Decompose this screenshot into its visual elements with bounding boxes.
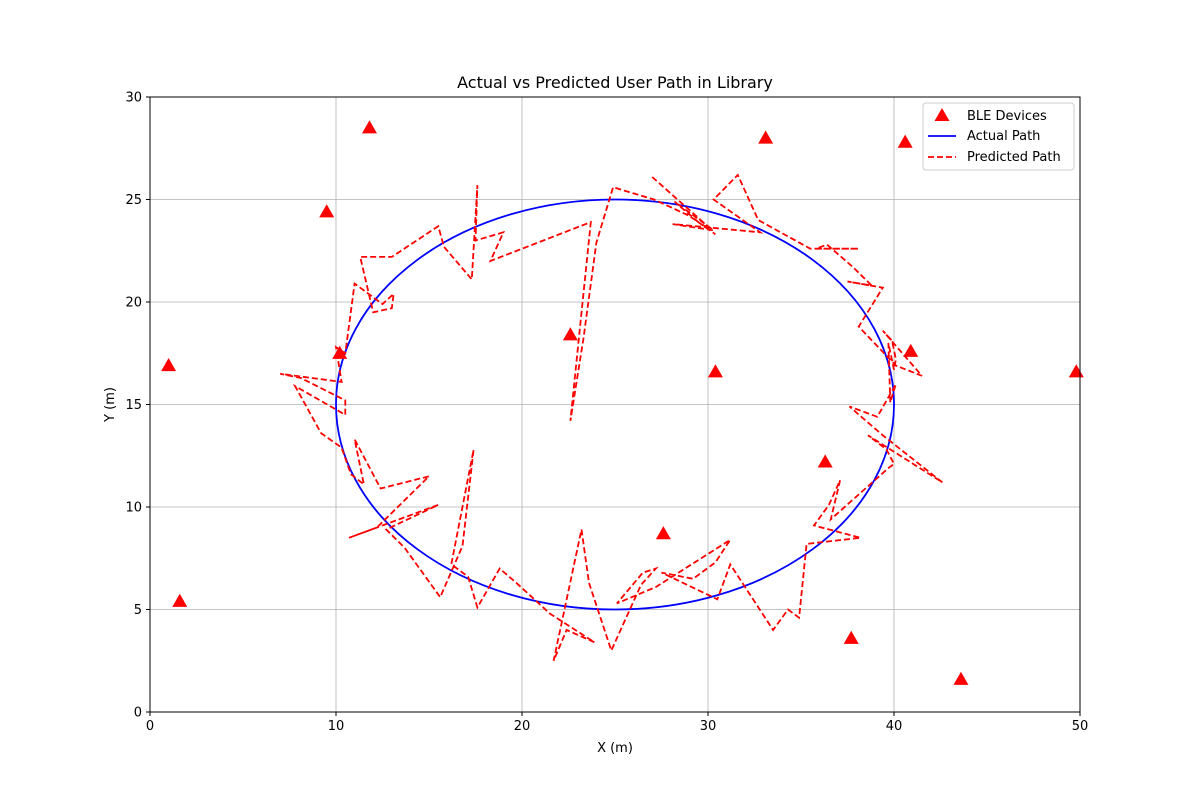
predicted-path-line [280, 173, 943, 662]
y-tick-label: 5 [134, 603, 142, 618]
x-tick-label: 0 [146, 719, 154, 734]
chart-title: Actual vs Predicted User Path in Library [457, 73, 773, 92]
legend-label-ble-devices: BLE Devices [967, 109, 1047, 124]
y-tick-label: 0 [134, 706, 142, 721]
x-tick-label: 40 [886, 719, 903, 734]
ble-device-marker [562, 327, 578, 341]
y-tick-label: 10 [125, 501, 142, 516]
ble-device-marker [361, 120, 377, 134]
ble-device-marker [161, 358, 177, 372]
y-tick-label: 20 [125, 296, 142, 311]
ble-device-marker [953, 671, 969, 685]
legend-box [922, 102, 1075, 171]
ble-device-marker [332, 345, 348, 359]
ble-device-marker [707, 364, 723, 378]
ble-device-marker [903, 343, 919, 357]
ble-device-marker [319, 204, 335, 218]
ble-device-marker [817, 454, 833, 468]
ble-device-marker [172, 593, 188, 607]
x-tick-label: 30 [700, 719, 717, 734]
axis-ticks: 0 10 20 30 40 50 0 5 10 15 20 25 30 [125, 91, 1088, 735]
legend-label-actual-path: Actual Path [967, 129, 1040, 144]
y-tick-label: 30 [125, 91, 142, 106]
plot-area [161, 120, 1084, 685]
legend-marker-ble-devices [934, 108, 950, 121]
legend: BLE Devices Actual Path Predicted Path [922, 102, 1075, 171]
ble-device-marker [897, 134, 913, 148]
legend-label-predicted-path: Predicted Path [967, 150, 1061, 165]
x-tick-label: 20 [514, 719, 531, 734]
y-tick-label: 15 [125, 398, 142, 413]
x-axis-label: X (m) [597, 741, 633, 756]
x-tick-label: 50 [1072, 719, 1089, 734]
x-tick-label: 10 [328, 719, 345, 734]
y-tick-label: 25 [125, 193, 142, 208]
ble-device-marker [758, 130, 774, 144]
ble-device-marker [655, 526, 671, 540]
actual-path-line [335, 198, 895, 611]
ble-device-marker [843, 630, 859, 644]
y-axis-label: Y (m) [103, 387, 118, 423]
